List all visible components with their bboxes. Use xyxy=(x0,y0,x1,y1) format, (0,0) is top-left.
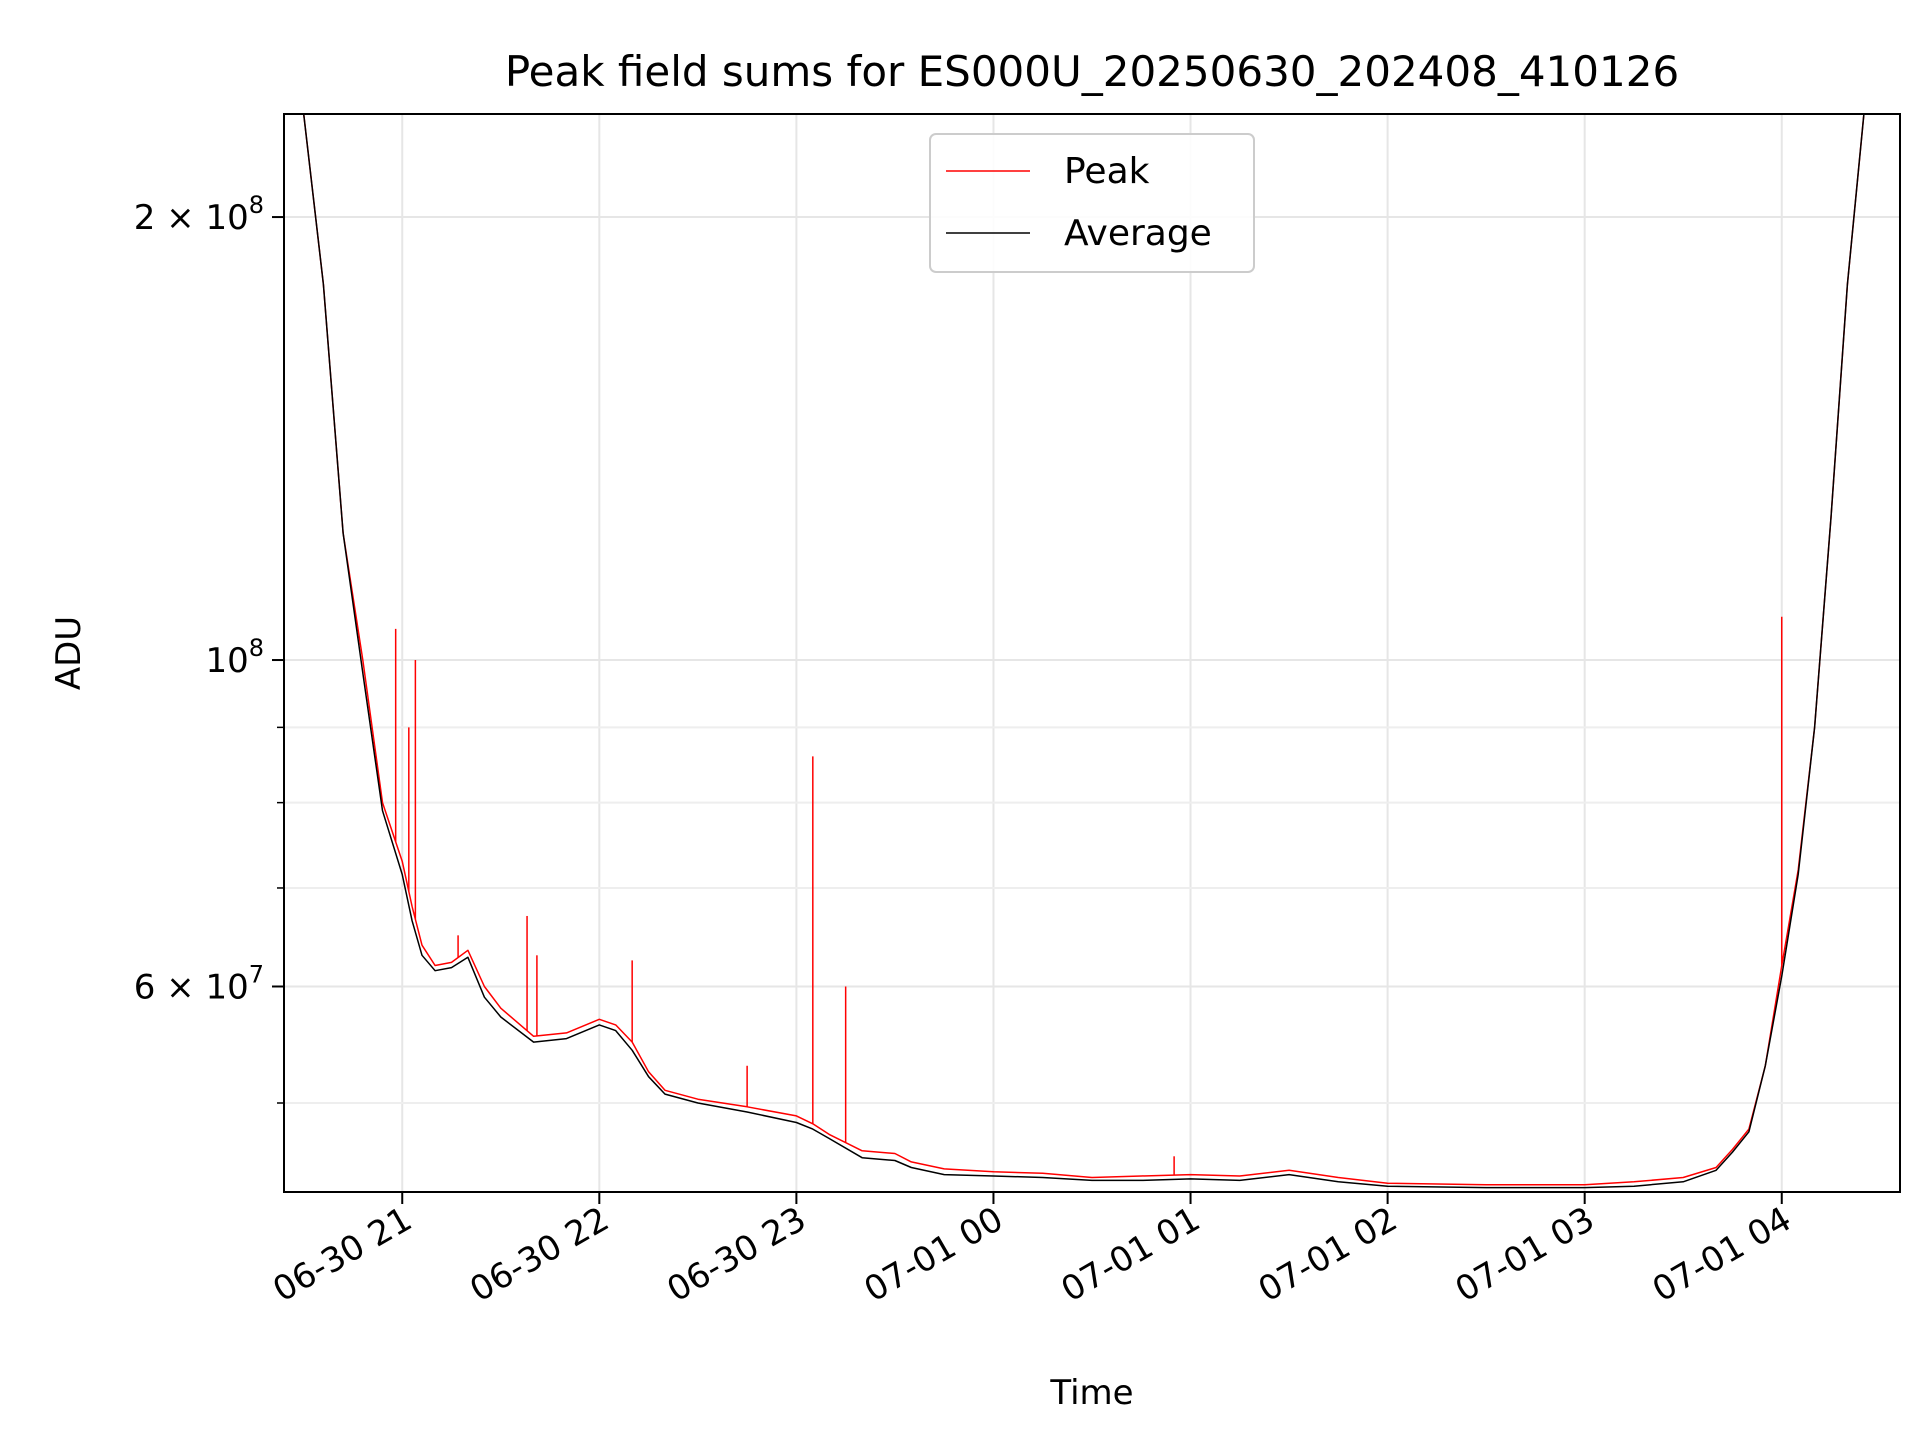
y-tick-label: 2 × 108 xyxy=(134,191,264,238)
chart-title: Peak field sums for ES000U_20250630_2024… xyxy=(505,47,1679,96)
x-axis-label: Time xyxy=(1049,1373,1133,1413)
plot-frame xyxy=(283,113,1901,1193)
legend-label-average: Average xyxy=(1064,213,1212,254)
series-layer xyxy=(284,113,1900,1189)
y-axis-label: ADU xyxy=(49,616,89,690)
y-tick-label: 108 xyxy=(205,634,264,681)
legend: Peak Average xyxy=(929,133,1255,273)
legend-box xyxy=(929,133,1255,273)
y-tick-label: 6 × 107 xyxy=(134,960,264,1007)
series-line-average xyxy=(284,113,1900,1189)
legend-label-peak: Peak xyxy=(1064,151,1150,192)
